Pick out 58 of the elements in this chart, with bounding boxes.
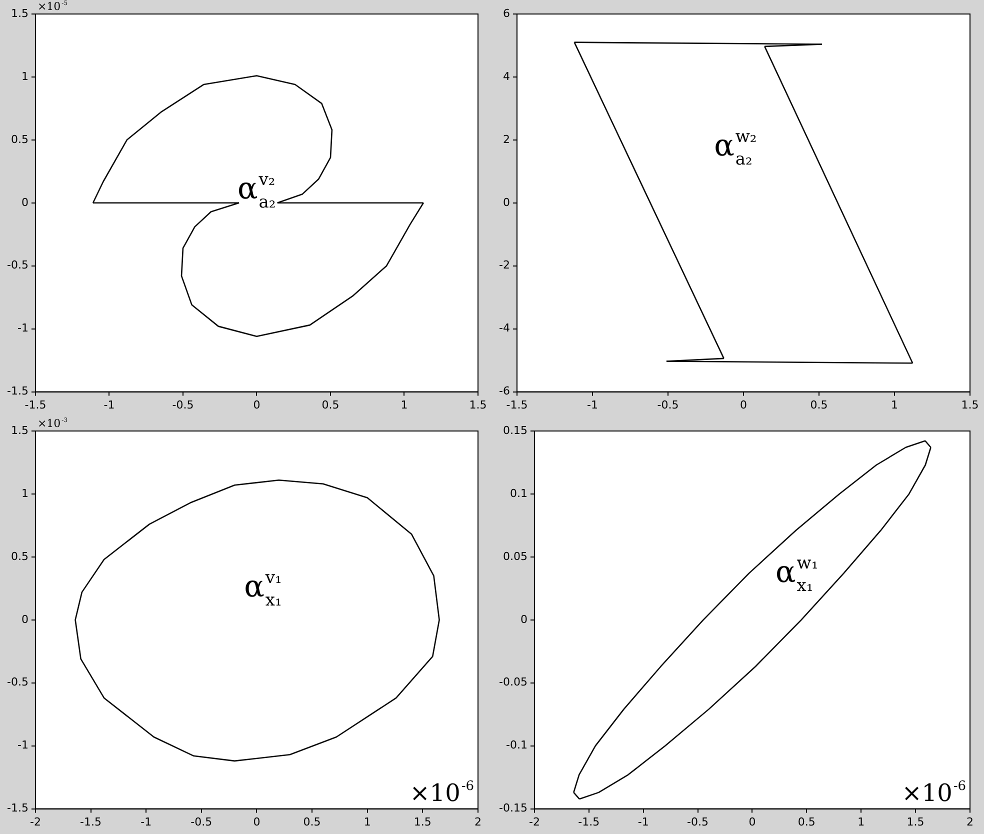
x-tick-label: -1 [140,815,152,828]
y-tick-label: 0.1 [510,486,528,500]
x-tick-label: 0 [748,815,756,828]
x-tick-label: 1.5 [414,815,432,828]
y-tick-label: -0.05 [498,676,528,689]
y-tick-label: 1.5 [10,6,28,20]
x-tick-label: 0 [740,398,747,412]
y-tick-label: 0 [21,196,28,209]
y-tick-label: -2 [499,258,510,272]
x-tick-label: 0.5 [303,815,321,828]
y-tick-label: 0.15 [502,424,528,437]
x-tick-label: -2 [30,815,41,828]
x-tick-label: 1.5 [469,398,487,412]
y-tick-label: 0 [520,612,528,626]
y-tick-label: 2 [502,132,510,146]
y-tick-label: 4 [502,70,510,83]
y-tick-label: -4 [499,322,510,335]
y-tick-label: 6 [502,6,510,20]
y-tick-label: 0 [502,196,510,209]
y-tick-label: 1 [21,70,28,83]
x-tick-label: 1 [400,398,408,412]
y-tick-label: 0.05 [502,550,528,563]
x-tick-label: -0.5 [190,815,212,828]
x-tick-label: -1.5 [80,815,102,828]
x-tick-label: 1 [858,815,865,828]
x-tick-label: 0.5 [798,815,816,828]
y-tick-label: -0.15 [498,802,528,815]
x-tick-label: 1 [364,815,371,828]
x-tick-label: 0.5 [810,398,828,412]
y-tick-label: 1 [21,486,28,500]
y-tick-label: -0.5 [6,258,28,272]
y-tick-label: -1.5 [6,802,28,815]
x-tick-label: 1.5 [961,398,979,412]
y-tick-label: -0.1 [506,738,528,752]
x-tick-label: 0 [253,398,260,412]
y-tick-label: -1 [17,738,28,752]
x-tick-label: 1.5 [906,815,924,828]
x-tick-label: -1 [638,815,649,828]
x-tick-label: -0.5 [657,398,679,412]
x-tick-label: -1.5 [578,815,600,828]
y-tick-label: 0.5 [10,132,28,146]
x-tick-label: 1 [890,398,898,412]
x-tick-label: 0 [253,815,260,828]
y-tick-label: -6 [499,384,510,398]
x-tick-label: -1 [586,398,598,412]
y-tick-label: -1 [17,322,28,335]
x-tick-label: 0.5 [322,398,340,412]
x-tick-label: 2 [474,815,482,828]
y-tick-label: -0.5 [6,676,28,689]
x-tick-label: -2 [528,815,540,828]
x-tick-label: 2 [966,815,974,828]
y-tick-label: 0.5 [10,550,28,563]
y-tick-label: 1.5 [10,424,28,437]
x-tick-label: -1 [104,398,115,412]
y-tick-label: -1.5 [6,384,28,398]
x-tick-label: -0.5 [172,398,194,412]
x-tick-label: -0.5 [687,815,709,828]
y-tick-label: 0 [21,612,28,626]
